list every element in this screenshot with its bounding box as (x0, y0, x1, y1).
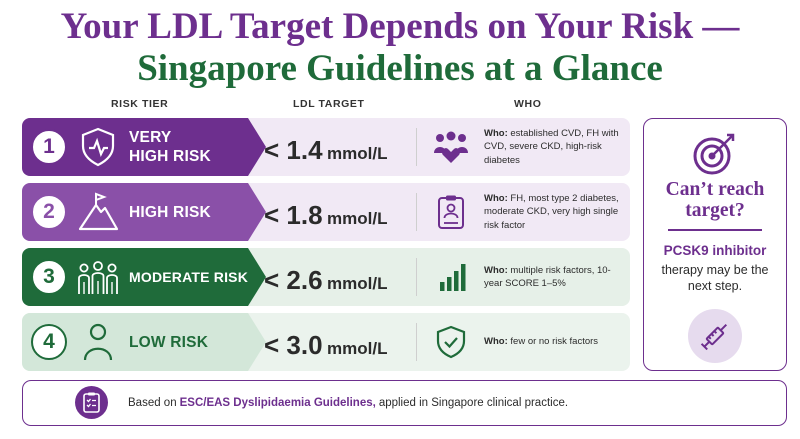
callout-divider (668, 229, 762, 231)
ldl-target: < 2.6 mmol/L (264, 265, 387, 296)
guideline-name: ESC/EAS Dyslipidaemia Guidelines, (179, 396, 376, 409)
tier-number: 2 (31, 194, 67, 230)
ldl-value: < 2.6 (264, 265, 323, 295)
group-people-icon (78, 261, 118, 294)
people-heart-icon (434, 131, 468, 163)
tier-label: LOW RISK (129, 333, 209, 351)
person-icon (83, 323, 113, 361)
ldl-unit: mmol/L (327, 274, 388, 293)
pcsk9-callout: Can’t reach target? PCSK9 inhibitor ther… (643, 118, 787, 371)
ldl-unit: mmol/L (327, 209, 388, 228)
callout-heading: Can’t reach target? (665, 179, 765, 221)
ldl-unit: mmol/L (327, 339, 388, 358)
who-description: Who: FH, most type 2 diabetes, moderate … (484, 192, 619, 231)
pcsk9-label: PCSK9 inhibitor (663, 243, 767, 258)
who-description: Who: few or no risk factors (484, 336, 599, 348)
divider (416, 323, 417, 361)
divider (416, 258, 417, 296)
tier-number: 1 (31, 129, 67, 165)
ldl-target: < 1.8 mmol/L (264, 200, 387, 231)
ldl-unit: mmol/L (327, 144, 388, 163)
ldl-value: < 1.4 (264, 135, 323, 165)
who-description: Who: established CVD, FH with CVD, sever… (484, 127, 619, 166)
ldl-value: < 1.8 (264, 200, 323, 230)
shield-check-icon (436, 325, 466, 359)
mountain-flag-icon (78, 192, 119, 231)
shield-heartbeat-icon (81, 127, 115, 167)
ldl-value: < 3.0 (264, 330, 323, 360)
title-line-2: Singapore Guidelines at a Glance (137, 48, 663, 89)
column-header-ldl-target: LDL TARGET (293, 98, 365, 110)
ldl-target: < 1.4 mmol/L (264, 135, 387, 166)
footer-note: Based on ESC/EAS Dyslipidaemia Guideline… (22, 380, 787, 426)
divider (416, 193, 417, 231)
clipboard-checklist-icon (83, 392, 100, 413)
risk-row-moderate: 3 MODERATE RISK < 2.6 mmol/L Who: multip… (22, 248, 630, 306)
clipboard-person-icon (438, 195, 464, 229)
tier-label: MODERATE RISK (129, 268, 249, 285)
risk-row-very-high: 1 VERY HIGH RISK < 1.4 mmol/L Who: estab… (22, 118, 630, 176)
column-header-who: WHO (514, 98, 542, 110)
tier-number: 3 (31, 259, 67, 295)
title-line-1: Your LDL Target Depends on Your Risk — (60, 6, 740, 47)
tier-label: HIGH RISK (129, 203, 211, 221)
target-arrow-icon (693, 133, 735, 175)
syringe-icon (700, 323, 728, 351)
footer-icon-badge (75, 386, 108, 419)
ldl-target: < 3.0 mmol/L (264, 330, 387, 361)
tier-label: VERY HIGH RISK (129, 129, 211, 165)
risk-row-low: 4 LOW RISK < 3.0 mmol/L Who: few or no r… (22, 313, 630, 371)
who-description: Who: multiple risk factors, 10-year SCOR… (484, 264, 611, 290)
footer-text: Based on ESC/EAS Dyslipidaemia Guideline… (128, 396, 569, 409)
syringe-badge (688, 309, 742, 363)
divider (416, 128, 417, 166)
risk-row-high: 2 HIGH RISK < 1.8 mmol/L Who: FH, most t… (22, 183, 630, 241)
column-header-risk-tier: RISK TIER (111, 98, 169, 110)
callout-text: therapy may be the next step. (661, 263, 769, 293)
bar-chart-icon (440, 264, 466, 291)
tier-number: 4 (31, 324, 67, 360)
